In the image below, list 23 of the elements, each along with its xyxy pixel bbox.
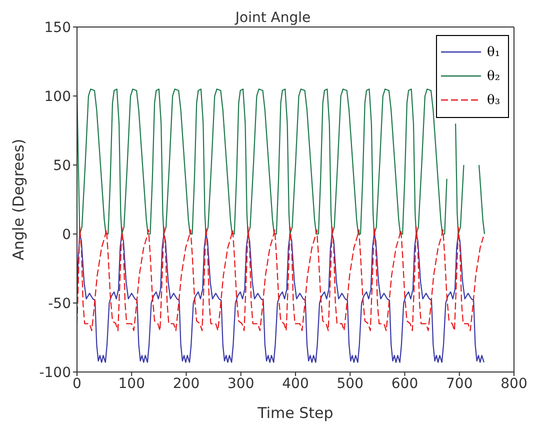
y-tick-label: 0: [62, 226, 71, 243]
x-tick-label: 0: [72, 376, 82, 392]
x-tick-label: 700: [446, 376, 473, 392]
x-tick-label: 800: [500, 376, 528, 392]
x-tick-label: 200: [172, 376, 200, 392]
x-tick-label: 500: [336, 376, 364, 392]
x-axis-title: Time Step: [256, 404, 334, 422]
legend-label: θ₃: [487, 92, 500, 108]
x-tick-label: 300: [228, 376, 254, 392]
chart-title: Joint Angle: [235, 10, 311, 26]
line-series: [77, 233, 485, 363]
y-tick-label: -50: [48, 296, 71, 312]
x-tick-label: 600: [391, 376, 418, 392]
y-tick-label: -100: [39, 364, 71, 381]
line-series: [77, 226, 484, 332]
x-tick-label: 100: [118, 376, 145, 392]
legend-label: θ₂: [487, 68, 500, 84]
y-axis-title: Angle (Degrees): [9, 138, 28, 260]
x-tick-label: 400: [282, 376, 309, 392]
legend-label: θ₁: [487, 44, 500, 60]
y-tick-label: 50: [53, 158, 71, 174]
y-tick-label: 150: [44, 20, 71, 36]
y-tick-label: 100: [44, 88, 71, 105]
